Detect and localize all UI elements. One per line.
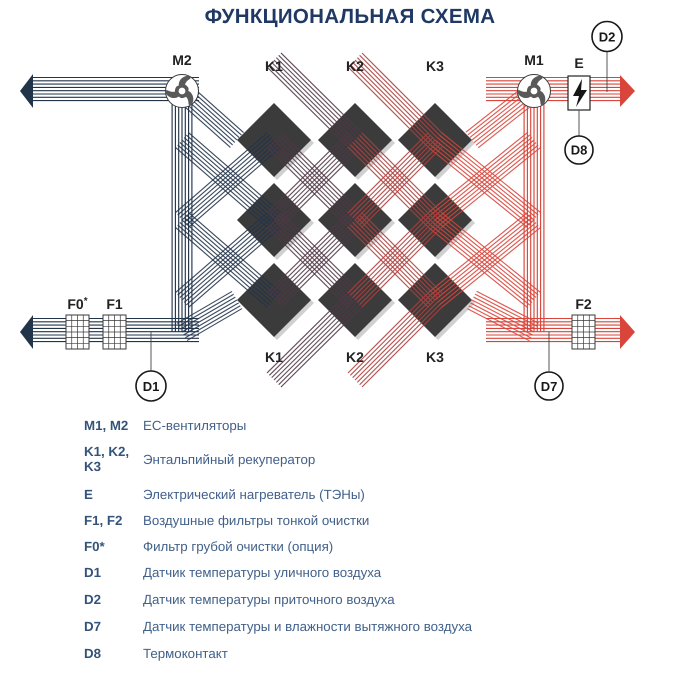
svg-text:K1: K1 <box>265 349 283 365</box>
svg-text:M1, M2: M1, M2 <box>84 418 128 433</box>
svg-text:K3: K3 <box>426 58 444 74</box>
svg-text:D2: D2 <box>84 592 101 607</box>
svg-text:Датчик температуры приточного: Датчик температуры приточного воздуха <box>143 592 395 607</box>
svg-text:F1: F1 <box>106 296 123 312</box>
svg-text:Термоконтакт: Термоконтакт <box>143 646 228 661</box>
svg-text:F1, F2: F1, F2 <box>84 513 122 528</box>
svg-text:Воздушные фильтры тонкой очист: Воздушные фильтры тонкой очистки <box>143 513 369 528</box>
svg-text:ФУНКЦИОНАЛЬНАЯ СХЕМА: ФУНКЦИОНАЛЬНАЯ СХЕМА <box>205 5 496 28</box>
svg-text:D7: D7 <box>84 619 101 634</box>
svg-text:Фильтр грубой очистки (опция): Фильтр грубой очистки (опция) <box>143 539 333 554</box>
svg-text:K1: K1 <box>265 58 283 74</box>
svg-text:Электрический нагреватель (ТЭН: Электрический нагреватель (ТЭНы) <box>143 487 365 502</box>
svg-text:F2: F2 <box>575 296 592 312</box>
svg-text:D1: D1 <box>143 379 160 394</box>
svg-text:Датчик температуры и влажности: Датчик температуры и влажности вытяжного… <box>143 619 473 634</box>
svg-text:D8: D8 <box>84 646 101 661</box>
svg-text:M2: M2 <box>172 52 192 68</box>
svg-text:K2: K2 <box>346 58 364 74</box>
svg-text:F0*: F0* <box>84 539 106 554</box>
svg-text:K3: K3 <box>426 349 444 365</box>
svg-text:K1, K2,: K1, K2, <box>84 444 129 459</box>
svg-text:K2: K2 <box>346 349 364 365</box>
svg-text:D2: D2 <box>599 30 616 45</box>
svg-text:E: E <box>574 55 583 71</box>
svg-text:F0*: F0* <box>67 296 87 312</box>
svg-text:D7: D7 <box>541 379 558 394</box>
svg-text:D8: D8 <box>571 143 588 158</box>
svg-text:M1: M1 <box>524 52 544 68</box>
svg-text:D1: D1 <box>84 565 102 580</box>
svg-text:K3: K3 <box>84 459 101 474</box>
svg-text:Датчик температуры уличного во: Датчик температуры уличного воздуха <box>143 565 382 580</box>
svg-text:Энтальпийный рекуператор: Энтальпийный рекуператор <box>143 452 315 467</box>
svg-text:ЕС-вентиляторы: ЕС-вентиляторы <box>143 418 246 433</box>
svg-text:E: E <box>84 487 93 502</box>
